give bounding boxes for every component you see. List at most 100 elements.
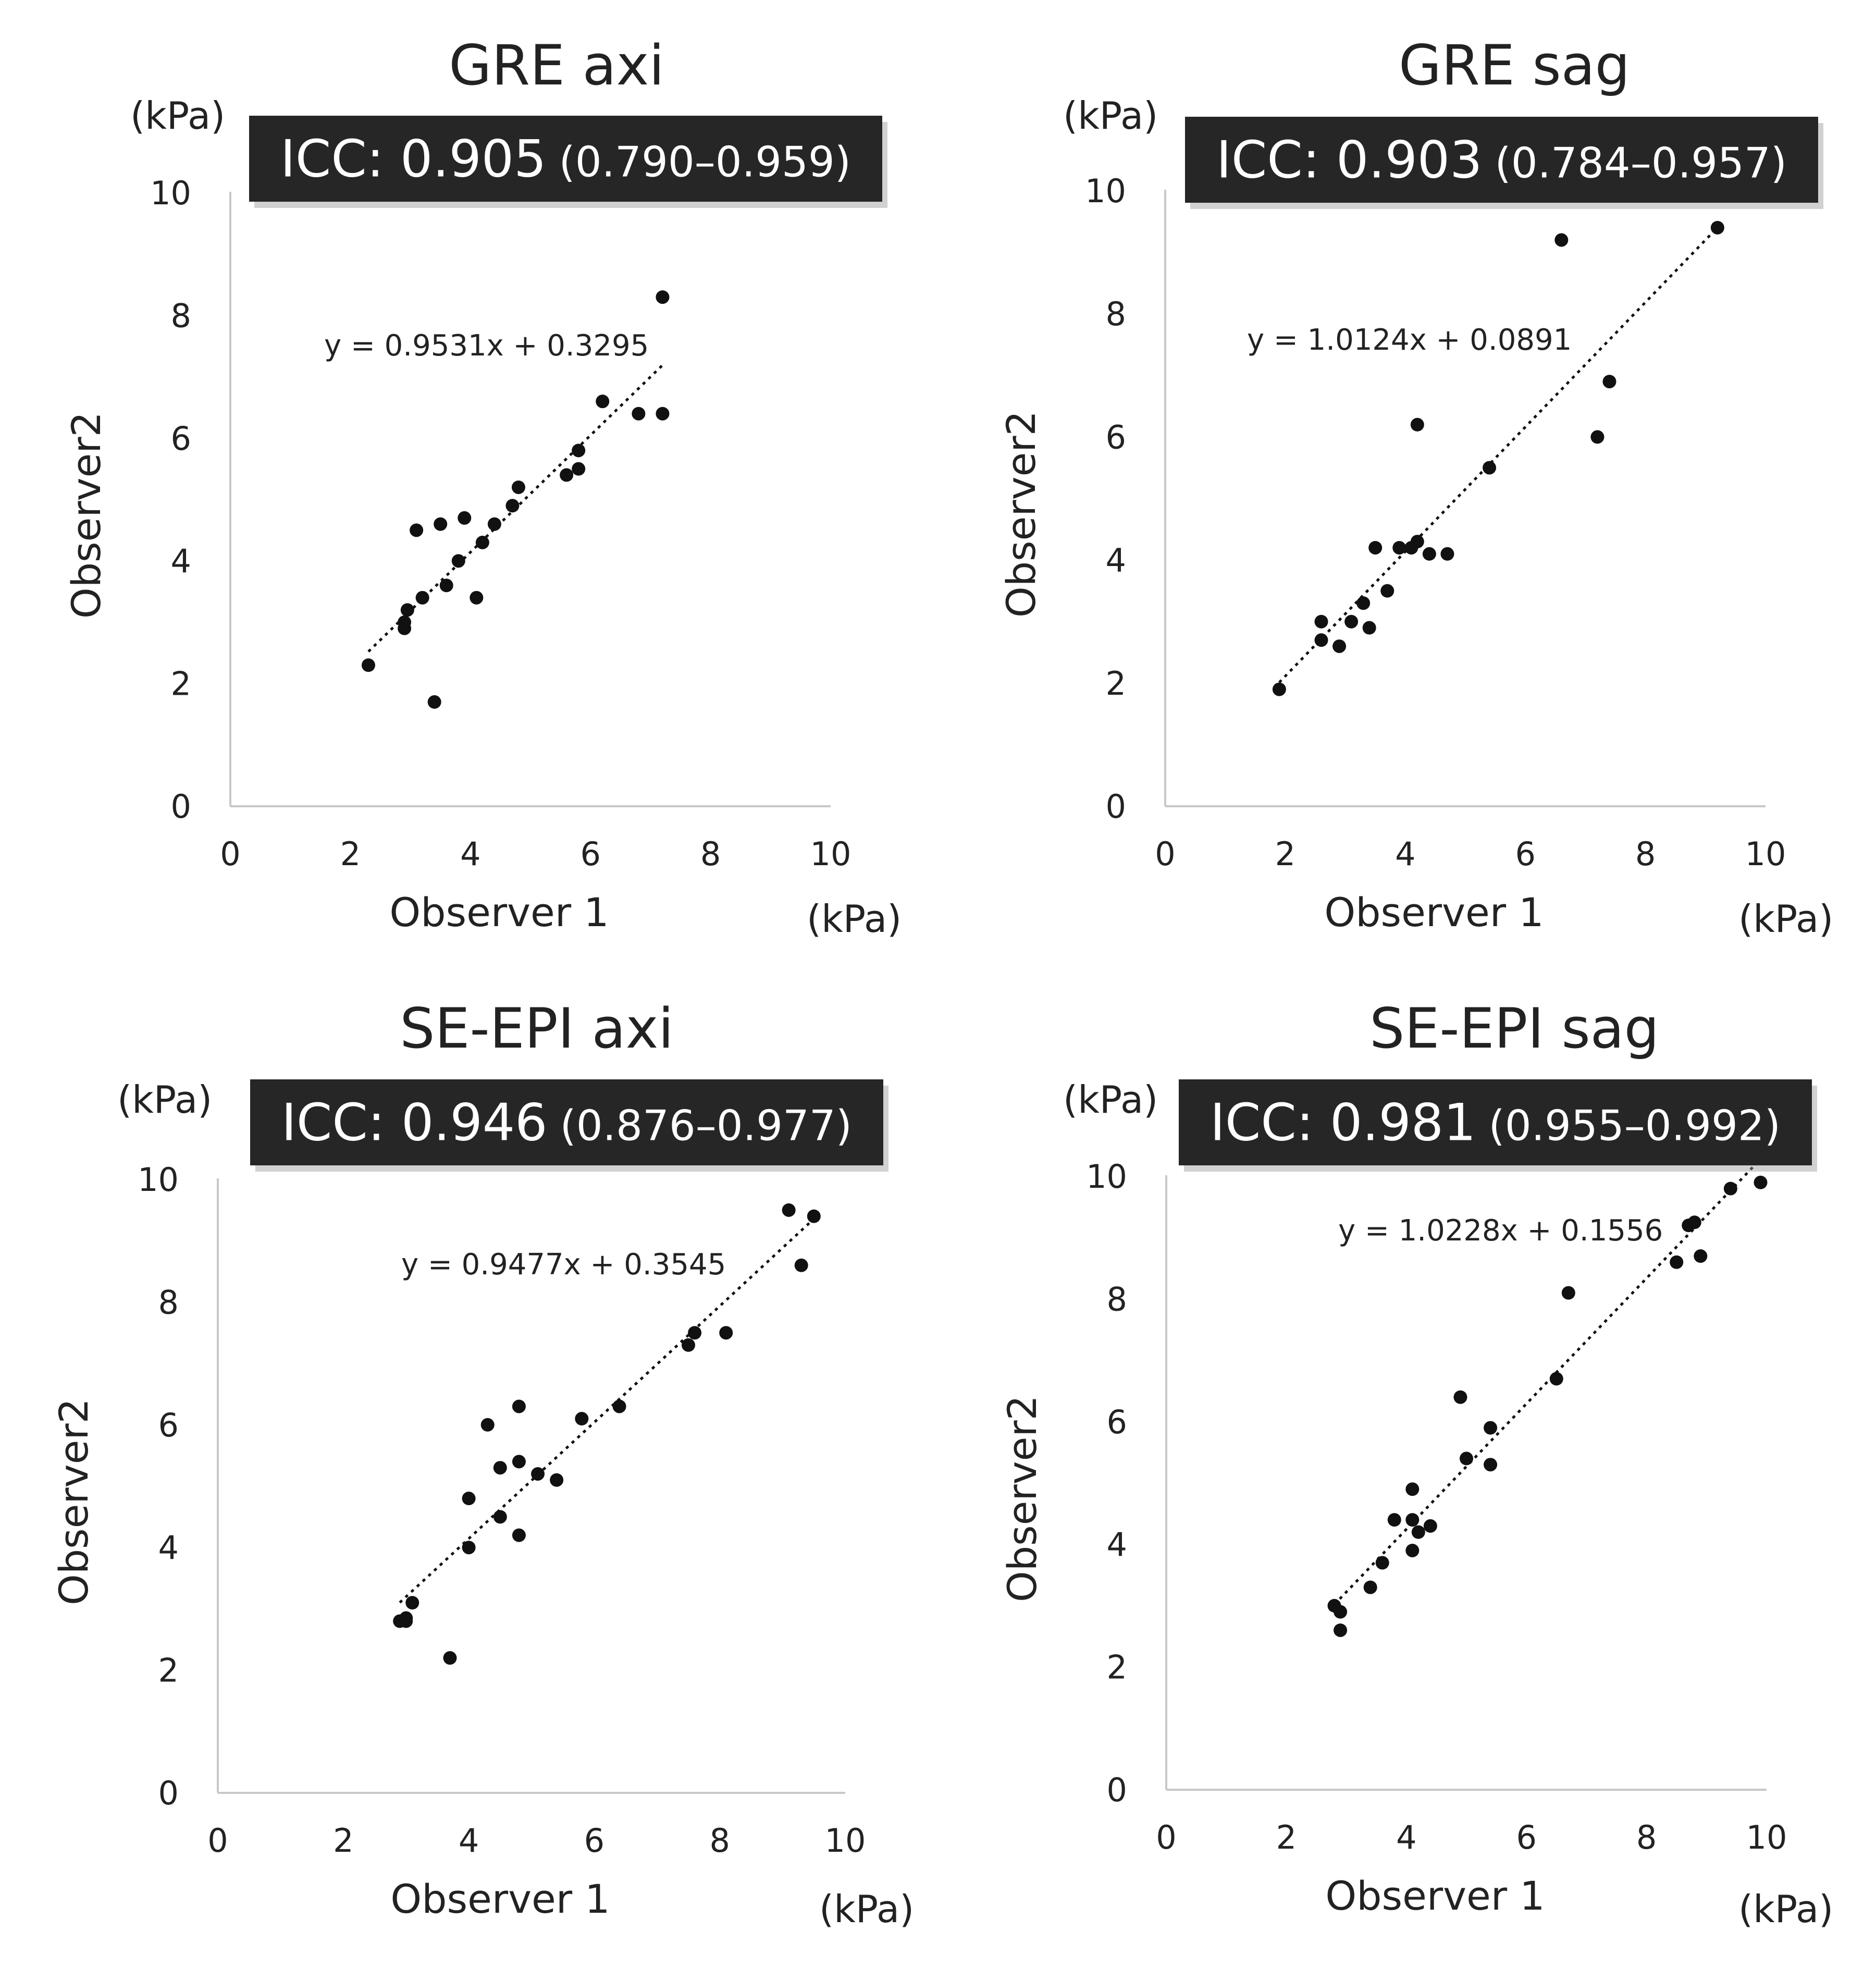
icc-confidence-interval: (0.784–0.957) [1495,139,1787,188]
data-point [560,468,574,482]
trendline [1278,226,1719,684]
y-tick-label: 6 [1106,418,1126,456]
data-point [434,517,448,531]
x-tick-label: 4 [459,1822,479,1860]
chart-panel-4: SE-EPI sag 0 2 4 6 8 10 0 2 4 6 8 10 Observer 1 Observ… [999,997,1833,1931]
data-point [1440,547,1454,561]
data-point [1460,1452,1473,1466]
data-point [1411,1525,1425,1539]
data-point [1344,614,1359,629]
y-tick-label: 8 [171,297,191,335]
data-point [443,1651,457,1665]
data-point [458,511,472,525]
x-tick-label: 10 [1746,1818,1787,1856]
data-point [688,1326,702,1340]
data-point [1272,682,1286,696]
chart-title: GRE sag [1399,33,1630,97]
icc-confidence-interval: (0.955–0.992) [1489,1102,1781,1150]
data-point [427,695,441,709]
data-point [656,290,670,304]
data-point [596,395,610,409]
data-point [1375,1556,1389,1570]
icc-value: ICC: 0.905 [280,130,546,189]
y-tick-label: 4 [158,1529,179,1567]
regression-equation: y = 0.9531x + 0.3295 [324,329,649,363]
x-tick-label: 2 [1276,1818,1297,1856]
y-tick-label: 4 [1106,542,1126,580]
y-tick-label: 6 [171,420,191,458]
data-point [1453,1390,1467,1404]
trendline [399,1217,815,1604]
y-axis-label: Observer2 [63,412,109,619]
x-unit-label: (kPa) [1738,897,1833,941]
y-tick-label: 8 [1106,295,1126,333]
chart-title: GRE axi [449,33,664,97]
y-axis-label: Observer2 [999,1395,1045,1602]
data-point [572,462,586,476]
icc-badge: ICC: 0.981 (0.955–0.992) [1179,1079,1817,1172]
data-point [1561,1286,1575,1300]
icc-badge-box [1185,117,1818,203]
data-point [475,535,489,549]
data-point [505,499,520,513]
y-tick-label: 2 [1107,1649,1127,1687]
data-point [1590,430,1605,444]
icc-confidence-interval: (0.876–0.977) [560,1102,852,1150]
data-point [1483,461,1497,475]
data-point [807,1209,821,1223]
x-axis-label: Observer 1 [389,889,609,936]
icc-value: ICC: 0.981 [1210,1093,1476,1153]
data-point [1723,1182,1737,1196]
regression-equation: y = 0.9477x + 0.3545 [401,1248,726,1282]
x-tick-label: 4 [460,835,480,873]
data-point [1554,233,1569,247]
x-tick-label: 6 [1516,1818,1536,1856]
data-point [1368,540,1383,555]
data-point [493,1461,507,1475]
data-point [1405,1482,1420,1496]
data-point [1356,596,1371,610]
data-point [794,1258,808,1272]
y-tick-label: 0 [171,788,191,826]
data-point [470,591,484,605]
regression-equation: y = 1.0228x + 0.1556 [1338,1214,1663,1248]
x-tick-label: 6 [1515,835,1535,873]
y-unit-label: (kPa) [130,94,225,138]
chart-title: SE-EPI axi [400,997,674,1061]
data-point [1670,1255,1684,1269]
data-point [1362,621,1376,635]
data-point [1405,1543,1420,1557]
y-tick-label: 10 [1086,1158,1127,1196]
data-point [1314,633,1328,647]
x-tick-label: 4 [1395,835,1415,873]
data-point [410,523,424,537]
data-point [1314,614,1328,629]
x-tick-label: 0 [1156,1818,1176,1856]
icc-badge-box [1179,1079,1812,1165]
data-point [550,1473,564,1487]
data-point [1387,1513,1401,1527]
data-point [1410,535,1424,549]
data-point [719,1326,733,1340]
x-tick-label: 2 [333,1822,353,1860]
y-unit-label: (kPa) [117,1078,212,1122]
regression-equation: y = 1.0124x + 0.0891 [1247,323,1572,357]
data-point [1754,1175,1768,1189]
icc-text: ICC: 0.905 (0.790–0.959) [280,130,851,189]
data-point [399,1611,413,1625]
x-tick-label: 0 [1155,835,1175,873]
data-point [462,1492,476,1506]
data-point [1484,1421,1498,1435]
data-point [512,1455,526,1469]
y-tick-label: 2 [1106,665,1126,703]
data-point [1410,417,1424,432]
data-point [415,591,429,605]
y-tick-label: 0 [1106,788,1126,826]
y-tick-label: 0 [158,1774,179,1812]
icc-text: ICC: 0.981 (0.955–0.992) [1210,1093,1781,1153]
x-tick-label: 0 [220,835,240,873]
x-axis-label: Observer 1 [390,1876,610,1922]
x-tick-label: 2 [340,835,361,873]
x-tick-label: 8 [709,1822,730,1860]
data-point [531,1467,545,1481]
